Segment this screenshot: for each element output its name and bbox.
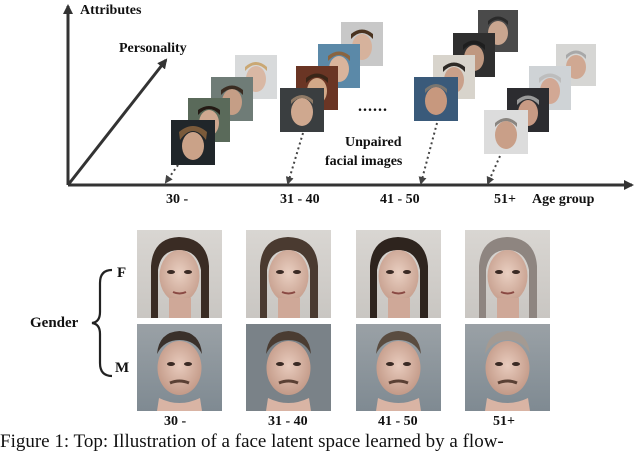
generated-face-male bbox=[356, 324, 441, 411]
personality-axis bbox=[66, 58, 168, 186]
pointer-arrow bbox=[285, 132, 304, 185]
figure-caption: Figure 1: Top: Illustration of a face la… bbox=[0, 431, 504, 452]
generated-face-female bbox=[465, 230, 550, 318]
annotation-line-2: facial images bbox=[325, 154, 403, 169]
generated-face-male bbox=[246, 324, 331, 411]
generated-face-female bbox=[246, 230, 331, 318]
gender-brace bbox=[91, 268, 113, 378]
generated-face-male bbox=[137, 324, 222, 411]
male-portraits bbox=[137, 324, 550, 411]
pointer-arrow bbox=[418, 122, 438, 185]
x-axis-label: Age group bbox=[532, 192, 595, 207]
generated-face-male bbox=[465, 324, 550, 411]
row-label-male: M bbox=[115, 360, 130, 376]
face-thumbnail bbox=[484, 110, 528, 154]
y-axis-label: Attributes bbox=[80, 3, 142, 18]
age-tick-41-50: 41 - 50 bbox=[380, 192, 420, 207]
age-tick-31-40: 31 - 40 bbox=[280, 192, 320, 207]
face-thumbnail bbox=[171, 120, 215, 165]
row-label-female: F bbox=[117, 265, 127, 281]
personality-axis-label: Personality bbox=[119, 41, 187, 56]
pointer-arrow bbox=[164, 164, 179, 184]
ellipsis: ...... bbox=[358, 98, 388, 115]
annotation-line-1: Unpaired bbox=[345, 135, 402, 150]
gender-label: Gender bbox=[30, 315, 79, 331]
bottom-age-label-41-50: 41 - 50 bbox=[378, 414, 418, 429]
age-tick-51plus: 51+ bbox=[494, 192, 516, 207]
female-portraits bbox=[137, 230, 550, 318]
bottom-age-label-31-40: 31 - 40 bbox=[268, 414, 308, 429]
generated-face-female bbox=[356, 230, 441, 318]
face-thumbnails bbox=[171, 10, 596, 165]
age-tick-30: 30 - bbox=[166, 192, 189, 207]
bottom-age-label-51plus: 51+ bbox=[493, 414, 515, 429]
pointer-arrow bbox=[486, 155, 501, 185]
face-thumbnail bbox=[280, 88, 324, 132]
generated-face-female bbox=[137, 230, 222, 318]
face-thumbnail bbox=[414, 77, 458, 121]
bottom-age-label-30: 30 - bbox=[164, 414, 187, 429]
